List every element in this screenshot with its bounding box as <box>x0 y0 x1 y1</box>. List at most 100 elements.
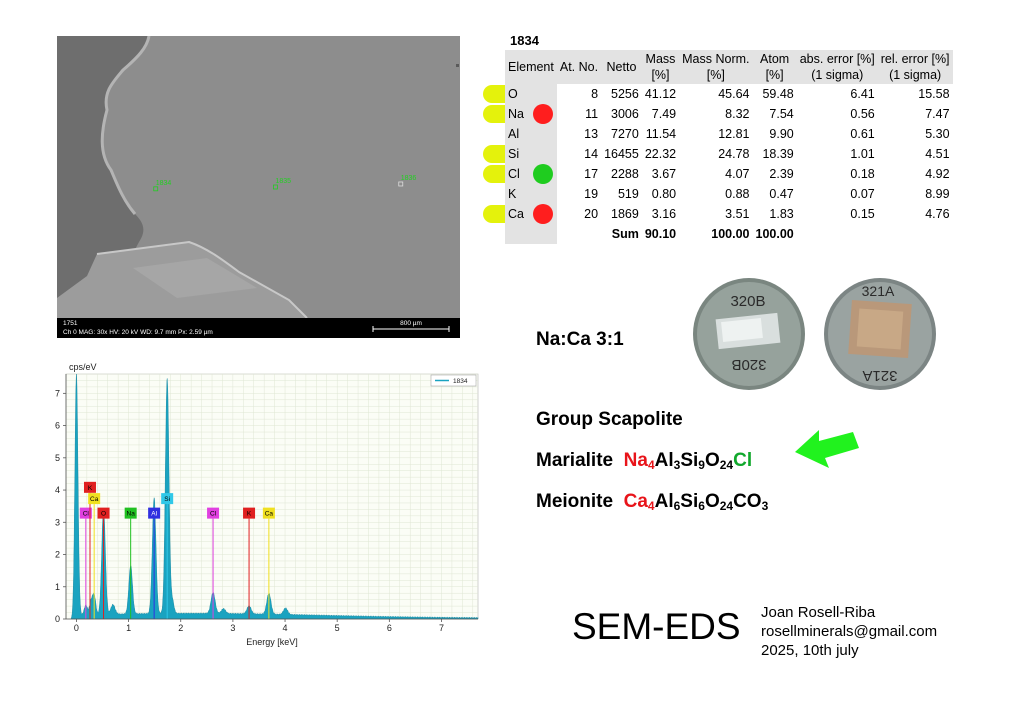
yellow-tag-icon <box>483 165 505 183</box>
marker-label: Ca <box>265 511 274 518</box>
sem-footer-id: 1751 <box>63 320 78 327</box>
cell-el: Al <box>505 124 557 144</box>
cell-norm: 4.07 <box>725 167 750 181</box>
cell-atno: 11 <box>585 107 599 121</box>
marker-label: O <box>101 511 106 518</box>
table-row: Ca 20 1869 3.16 3.51 1.83 0.15 4.76 <box>505 204 953 224</box>
sum-el <box>505 224 557 244</box>
cell-abs: 6.41 <box>850 87 875 101</box>
marker-box <box>124 507 137 519</box>
svg-text:1836: 1836 <box>401 175 417 182</box>
author-date: 2025, 10th july <box>761 642 859 659</box>
marker-label: Cl <box>83 511 90 518</box>
col-header: Element <box>505 50 557 84</box>
marker-box <box>88 493 101 505</box>
marker-box <box>262 507 275 519</box>
author-name: Joan Rosell-Riba <box>761 604 876 621</box>
cell-norm: 45.64 <box>718 87 750 101</box>
cell-atom: 0.47 <box>769 187 794 201</box>
table-row: Na 11 3006 7.49 8.32 7.54 0.56 7.47 <box>505 104 953 124</box>
svg-text:321A: 321A <box>862 367 897 384</box>
cell-el: O <box>505 84 557 104</box>
cell-norm: 24.78 <box>718 147 750 161</box>
x-tick-label: 0 <box>74 623 79 633</box>
sample-label-321a: 321A <box>862 283 895 299</box>
y-tick-label: 5 <box>55 453 60 463</box>
series-1834-area <box>70 373 479 620</box>
cell-atno: 8 <box>591 87 599 101</box>
cell-abs: 0.07 <box>850 187 875 201</box>
cell-netto: 7270 <box>611 127 639 141</box>
cell-atom: 18.39 <box>762 147 794 161</box>
formula-part: Cl <box>733 450 753 471</box>
cell-netto: 519 <box>617 187 639 201</box>
sum-abs <box>797 224 878 244</box>
yellow-tag-icon <box>483 105 505 123</box>
element-marker-Si: Si <box>161 493 174 619</box>
cell-abs: 0.15 <box>850 207 875 221</box>
sum-rel <box>878 224 953 244</box>
cell-norm: 3.51 <box>725 207 750 221</box>
sum-mass: 90.10 <box>644 227 677 241</box>
marker-box <box>148 507 161 519</box>
cell-atno: 20 <box>584 207 599 221</box>
marker-box <box>243 507 256 519</box>
svg-text:320B: 320B <box>731 356 766 373</box>
author-email[interactable]: rosellminerals@gmail.com <box>761 623 938 640</box>
col-header: Mass Norm. [%] <box>679 50 753 84</box>
sum-atom: 100.00 <box>755 227 794 241</box>
cell-rel: 8.99 <box>925 187 950 201</box>
svg-text:1835: 1835 <box>275 178 291 185</box>
marker-box <box>207 507 220 519</box>
cell-atom: 7.54 <box>769 107 794 121</box>
sem-point-1835: 1835 <box>273 178 291 190</box>
formula-part: Na4 <box>623 450 655 472</box>
cell-norm: 8.32 <box>725 107 750 121</box>
y-tick-label: 3 <box>55 517 60 527</box>
formula-part: CO3 <box>733 491 769 513</box>
cell-netto: 16455 <box>604 147 639 161</box>
table-row: Si 14 16455 22.32 24.78 18.39 1.01 4.51 <box>505 144 953 164</box>
meionite-name: Meionite <box>536 491 614 512</box>
y-tick-label: 0 <box>55 614 60 624</box>
green-arrow-icon <box>795 430 859 468</box>
cell-netto: 2288 <box>611 167 639 181</box>
cell-abs: 1.01 <box>850 147 875 161</box>
cell-mass: 22.32 <box>644 147 677 161</box>
y-tick-label: 6 <box>55 421 60 431</box>
marker-label: K <box>88 485 93 492</box>
table-row: Al 13 7270 11.54 12.81 9.90 0.61 5.30 <box>505 124 953 144</box>
x-tick-label: 3 <box>230 623 235 633</box>
y-tick-label: 4 <box>55 485 60 495</box>
cell-rel: 4.76 <box>925 207 950 221</box>
formula-part: O24 <box>704 450 734 472</box>
formula-part: O24 <box>704 491 734 513</box>
table-row: K 19 519 0.80 0.88 0.47 0.07 8.99 <box>505 184 953 204</box>
cell-mass: 7.49 <box>651 107 677 121</box>
group-title: Group Scapolite <box>536 409 683 430</box>
element-marker-K: K <box>83 481 96 619</box>
cell-netto: 1869 <box>611 207 639 221</box>
formula-part: Si9 <box>680 450 705 472</box>
formula-part: Al6 <box>654 491 681 513</box>
marker-box <box>83 481 96 493</box>
element-marker-Cl: Cl <box>207 507 220 619</box>
cell-abs: 0.56 <box>850 107 875 121</box>
x-axis-label: Energy [keV] <box>246 637 298 647</box>
cell-norm: 0.88 <box>725 187 750 201</box>
results-table: Element At. No. Netto Mass [%] Mass Norm. [%] A… <box>505 50 953 244</box>
col-header: abs. error [%] (1 sigma) <box>796 50 878 84</box>
green-dot-icon <box>533 164 553 184</box>
method-title: SEM-EDS <box>572 606 741 647</box>
sum-norm: 100.00 <box>711 227 750 241</box>
marker-label: Na <box>127 511 136 518</box>
formula-part: Si6 <box>680 491 705 513</box>
y-tick-label: 7 <box>55 388 60 398</box>
marker-label: K <box>247 511 252 518</box>
cell-atno: 19 <box>584 187 599 201</box>
x-tick-label: 1 <box>126 623 131 633</box>
cell-rel: 7.47 <box>925 107 950 121</box>
cell-atom: 2.39 <box>769 167 794 181</box>
sem-point-1834: 1834 <box>153 180 171 192</box>
red-dot-icon <box>533 204 553 224</box>
